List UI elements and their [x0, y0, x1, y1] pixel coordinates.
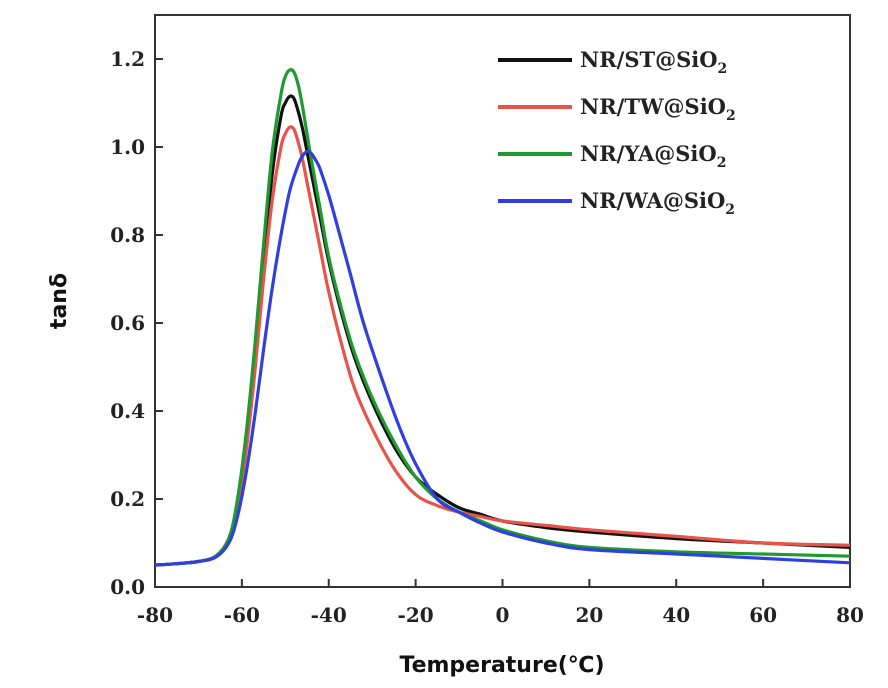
x-tick-label: -20 — [398, 603, 434, 627]
legend-label-subscript: 2 — [726, 108, 736, 124]
x-tick-label: 60 — [749, 603, 777, 627]
x-tick-label: -80 — [137, 603, 173, 627]
x-tick-label: -40 — [311, 603, 347, 627]
legend-label-main: NR/TW@SiO — [580, 94, 726, 119]
series-line-nr-wa-sio2 — [154, 149, 851, 567]
x-tick-label: 40 — [662, 603, 690, 627]
legend-label-main: NR/YA@SiO — [580, 141, 717, 166]
legend-label-main: NR/ST@SiO — [580, 47, 718, 72]
ticks-layer: -80 -60 -40 -20 0 20 40 60 80 0.0 0.2 0.4 0.6 0.8 1.0 1… — [110, 47, 864, 627]
y-axis-title: tanδ — [47, 273, 72, 329]
x-tick-label: 80 — [836, 603, 864, 627]
legend-label: NR/WA@SiO2 — [580, 188, 735, 218]
legend-label-subscript: 2 — [725, 202, 735, 218]
x-axis-title: Temperature(℃) — [400, 653, 605, 678]
legend-label: NR/YA@SiO2 — [580, 141, 726, 171]
legend-label-subscript: 2 — [717, 155, 727, 171]
legend-label: NR/TW@SiO2 — [580, 94, 736, 124]
legend-label: NR/ST@SiO2 — [580, 47, 727, 77]
legend-label-subscript: 2 — [718, 61, 728, 77]
y-tick-label: 0.0 — [110, 575, 145, 599]
y-tick-label: 0.2 — [110, 487, 145, 511]
series-layer — [154, 68, 851, 567]
y-tick-label: 0.8 — [110, 223, 145, 247]
series-line-nr-ya-sio2 — [154, 68, 851, 567]
x-tick-label: -60 — [224, 603, 260, 627]
series-line-nr-tw-sio2 — [154, 125, 851, 567]
y-tick-label: 1.0 — [110, 135, 145, 159]
legend-label-main: NR/WA@SiO — [580, 188, 725, 213]
x-tick-label: 0 — [496, 603, 510, 627]
y-tick-label: 0.4 — [110, 399, 145, 423]
x-tick-label: 20 — [575, 603, 603, 627]
y-tick-label: 1.2 — [110, 47, 145, 71]
y-tick-label: 0.6 — [110, 311, 145, 335]
